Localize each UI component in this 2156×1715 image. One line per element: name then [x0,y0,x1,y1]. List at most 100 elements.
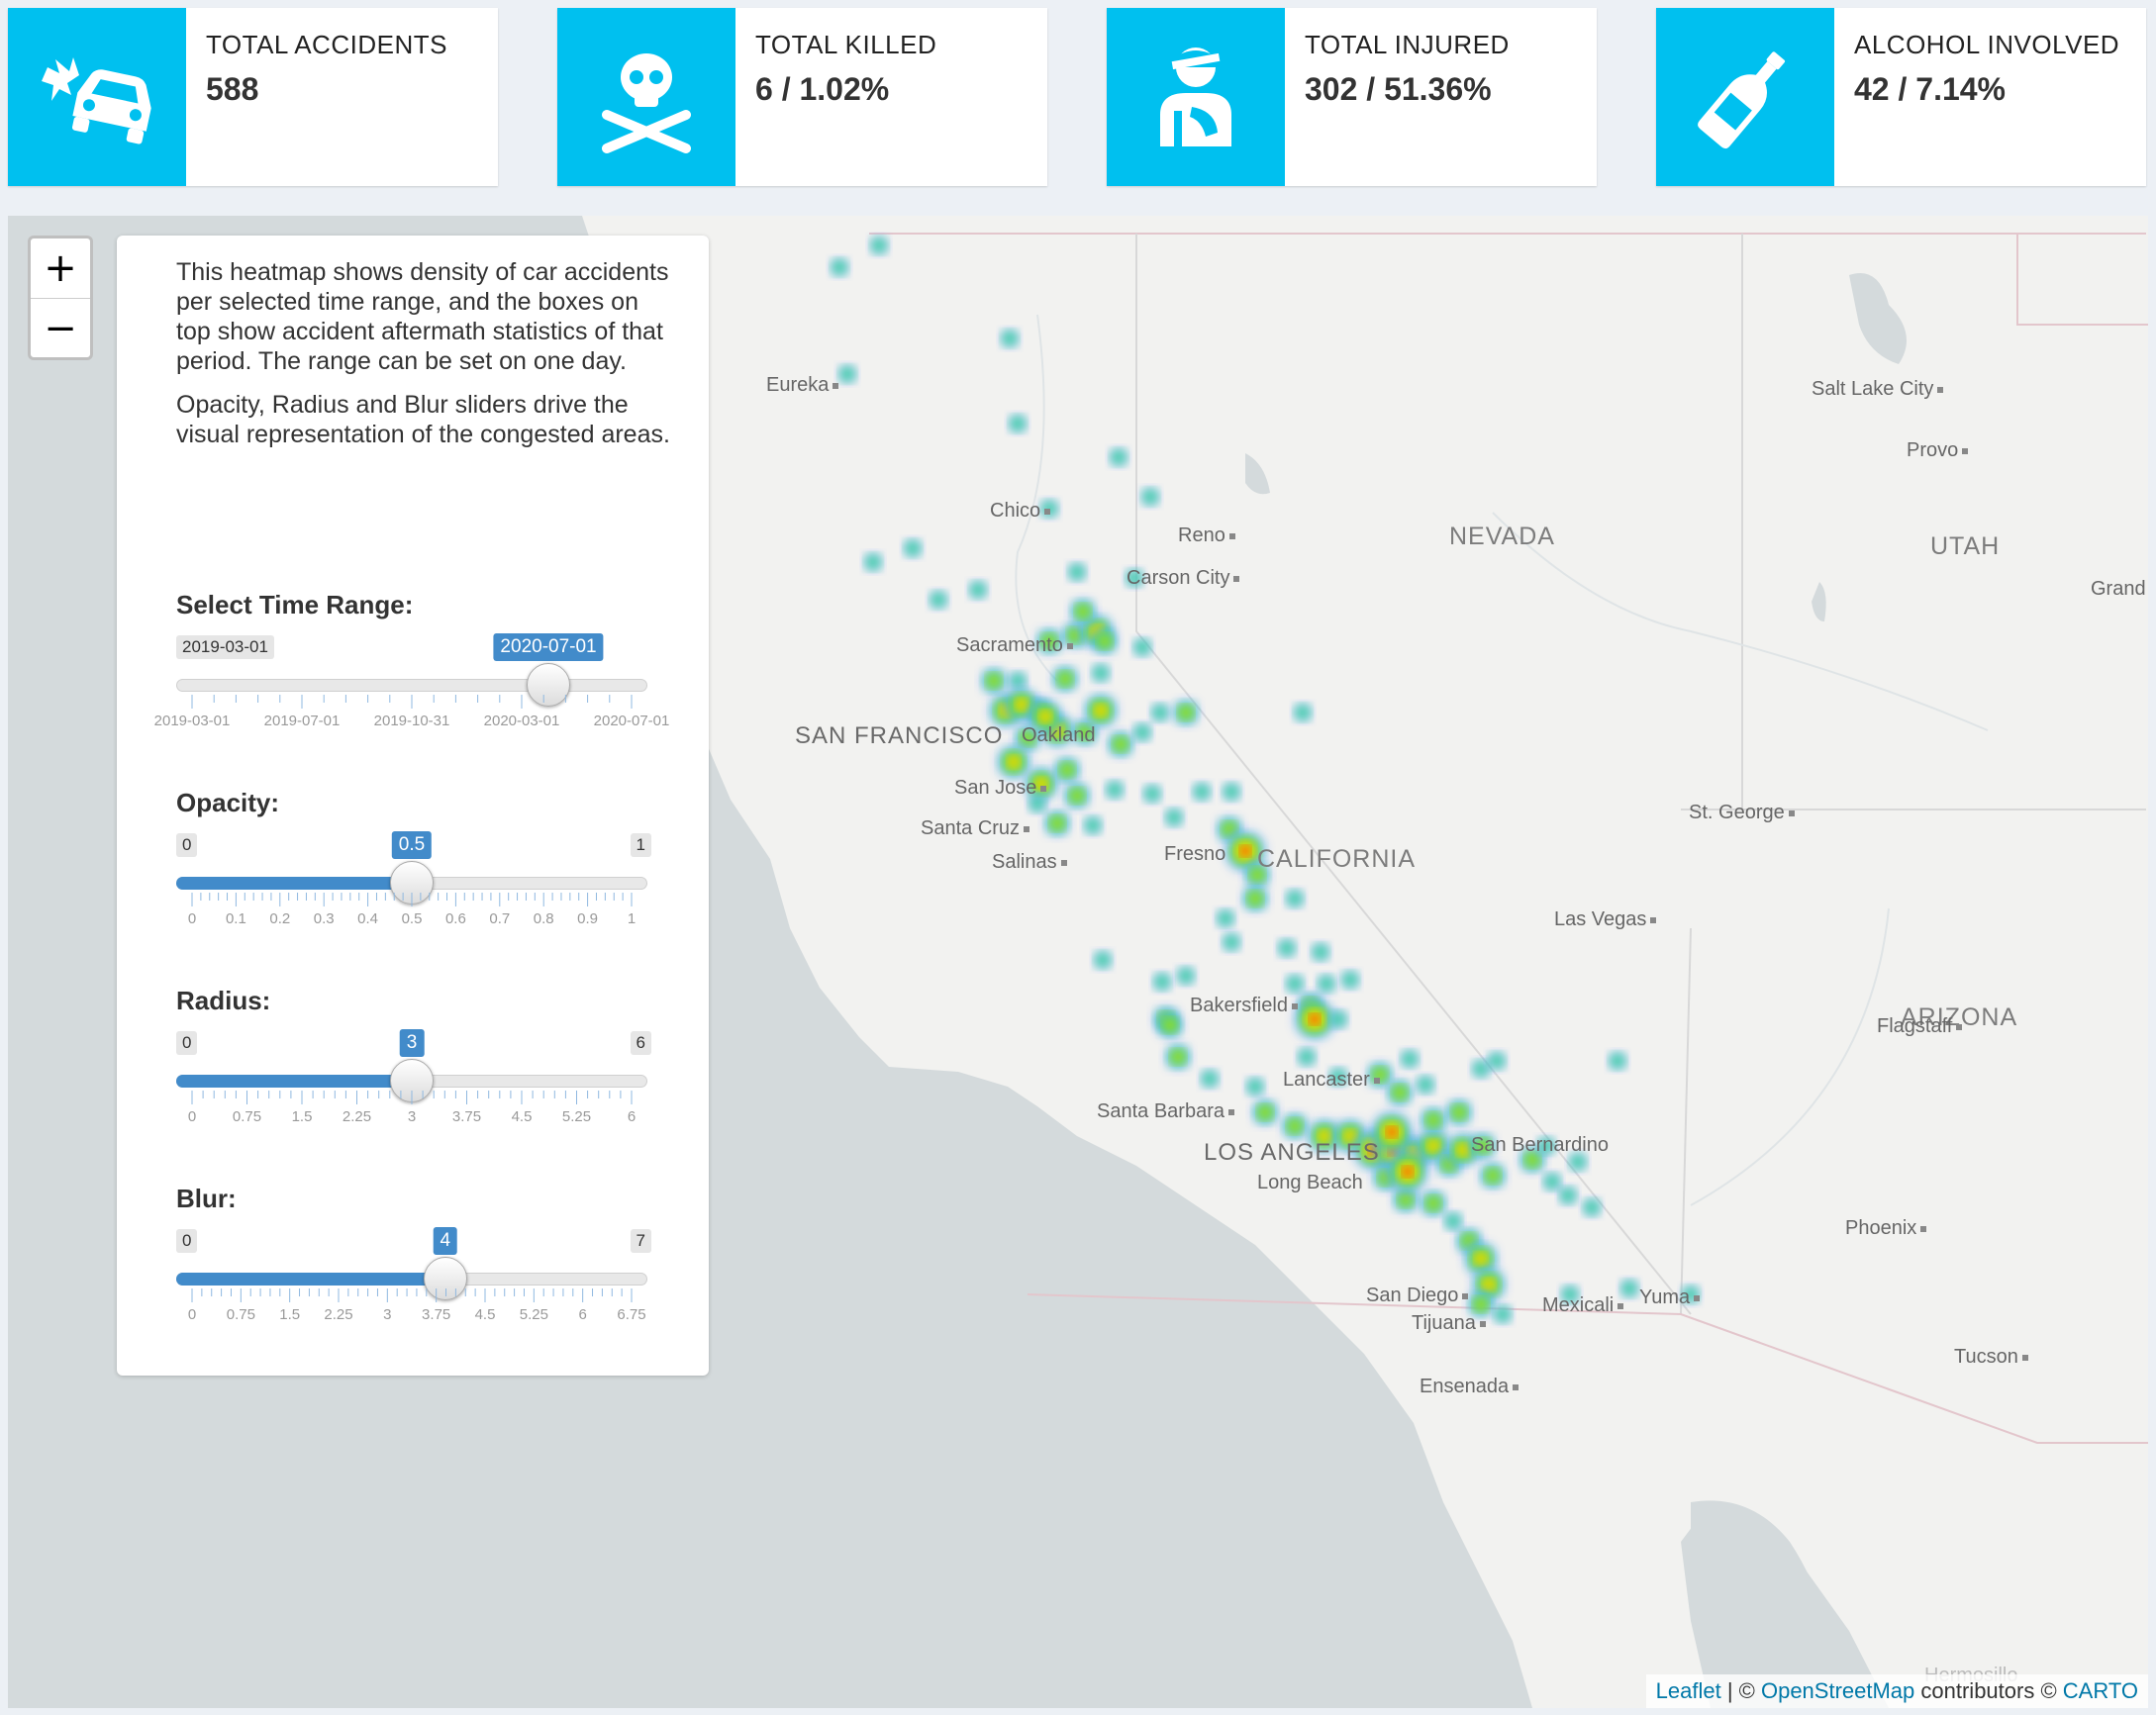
heatmap-point [1000,329,1020,348]
map-basemap [582,216,2148,1708]
heatmap-point [1176,966,1196,986]
heatmap-point [1582,1197,1602,1217]
car-crash-icon [8,8,186,186]
injured-person-icon [1107,8,1285,186]
heatmap-point [1281,1112,1309,1140]
city-label: San Jose [954,777,1046,800]
slider-label: Opacity: [176,788,280,817]
slider-current-value: 0.5 [391,831,433,859]
carto-link[interactable]: CARTO [2062,1678,2138,1703]
stat-box-total-accidents: TOTAL ACCIDENTS 588 [8,8,498,186]
heatmap-point [1067,562,1087,582]
skull-crossbones-icon [557,8,735,186]
heatmap-point [863,552,883,572]
slider-max-label: 6 [630,1031,651,1055]
slider-label: Blur: [176,1184,237,1213]
slider-tick-labels: 0 0.1 0.2 0.3 0.4 0.5 0.6 0.7 0.8 0.9 1 [176,910,647,930]
slider-track[interactable] [176,679,647,692]
heatmap-point [1241,885,1269,912]
zoom-in-button[interactable]: + [44,245,77,291]
control-panel: This heatmap shows density of car accide… [117,236,709,1376]
heatmap-point [1487,1051,1507,1071]
heatmap-point [1243,861,1271,889]
slider-tick-label: 0 [187,1306,197,1323]
time-range-slider[interactable]: Select Time Range: 2019-03-01 2020-07-01… [154,590,670,729]
heatmap-point [1172,699,1200,726]
slider-tick-label: 3.75 [451,1108,482,1125]
slider-handle[interactable] [423,1257,467,1300]
city-label: Ensenada [1420,1376,1519,1398]
heatmap-point [1245,1077,1265,1096]
heatmap-point [929,590,948,610]
heatmap-point [1008,414,1028,433]
heatmap-point [1222,932,1241,952]
slider-tick-label: 6 [578,1306,587,1323]
slider-max-label: 7 [630,1229,651,1253]
heatmap-point [996,744,1031,780]
heatmap-point [1091,627,1119,655]
heatmap-point [1307,1118,1342,1154]
city-label: Sacramento [956,634,1073,657]
heatmap-point [1420,1106,1447,1134]
slider-label: Select Time Range: [176,590,414,619]
blur-slider[interactable]: Blur: 0 7 4 0 0.75 1.5 2.25 3 3.75 4.5 5.25 6 6.7… [176,1184,651,1323]
heatmap-point [1109,447,1128,467]
wine-bottle-icon [1656,8,1834,186]
stat-title: TOTAL ACCIDENTS [206,30,447,59]
radius-slider[interactable]: Radius: 0 6 3 0 0.75 1.5 2.25 3 3.75 4.5 5.25 6 [176,986,651,1125]
slider-fill [176,1075,412,1088]
heatmap-layer [830,236,1701,1324]
heatmap-point [1558,1186,1578,1205]
heatmap-point [1340,970,1360,990]
city-label: Carson City [1127,567,1239,590]
slider-max-label: 1 [630,833,651,857]
heatmap-point [1164,1043,1192,1071]
slider-handle[interactable] [527,663,571,707]
city-label: San Bernardino [1471,1134,1609,1156]
heatmap-point [1093,950,1113,970]
slider-tick-label: 6 [627,1108,637,1125]
heatmap-point [1619,1279,1639,1298]
city-label: Phoenix [1845,1217,1926,1240]
slider-handle[interactable] [390,1059,434,1102]
slider-min-label: 0 [176,833,198,857]
heatmap-point [1400,1049,1420,1069]
stat-box-total-injured: TOTAL INJURED 302 / 51.36% [1107,8,1597,186]
heatmap-point [1150,703,1170,722]
slider-tick-label: 2019-03-01 [153,713,231,729]
osm-link[interactable]: OpenStreetMap [1760,1678,1915,1703]
city-label-major: SAN FRANCISCO [795,722,1004,749]
heatmap-point [1105,780,1125,800]
slider-current-value: 3 [399,1029,425,1057]
heatmap-point [1251,1098,1279,1126]
stat-box-alcohol-involved: ALCOHOL INVOLVED 42 / 7.14% [1656,8,2146,186]
heatmap-point [1192,782,1212,802]
heatmap-point [1297,1047,1317,1067]
slider-ticks [191,1288,633,1302]
slider-tick-label: 0.75 [232,1108,262,1125]
stat-title: TOTAL INJURED [1305,30,1510,59]
heatmap-point [1132,722,1152,742]
slider-ticks [191,695,633,709]
opacity-slider[interactable]: Opacity: 0 1 0.5 0 0.1 0.2 0.3 0.4 0.5 0.6 0.7 0… [176,788,651,927]
city-label: Lancaster [1283,1069,1380,1092]
heatmap-point [1164,808,1184,827]
slider-min-label: 0 [176,1229,198,1253]
heatmap-point [1293,998,1336,1041]
slider-tick-label: 5.25 [561,1108,592,1125]
heatmap-point [903,538,923,558]
heatmap-point [1467,1290,1495,1318]
slider-tick-label: 0.5 [401,910,423,927]
leaflet-link[interactable]: Leaflet [1655,1678,1721,1703]
city-label: Eureka [766,374,838,397]
slider-tick-label: 3 [407,1108,417,1125]
city-label: Tucson [1954,1346,2028,1369]
heatmap-point [980,667,1008,695]
zoom-out-button[interactable]: − [31,298,90,357]
stat-value: 6 / 1.02% [755,71,890,107]
heatmap-point [830,257,849,277]
heatmap-point [1420,1190,1447,1217]
slider-label: Radius: [176,986,271,1015]
city-label: Fresno [1164,843,1226,865]
heatmap-point [1608,1051,1627,1071]
